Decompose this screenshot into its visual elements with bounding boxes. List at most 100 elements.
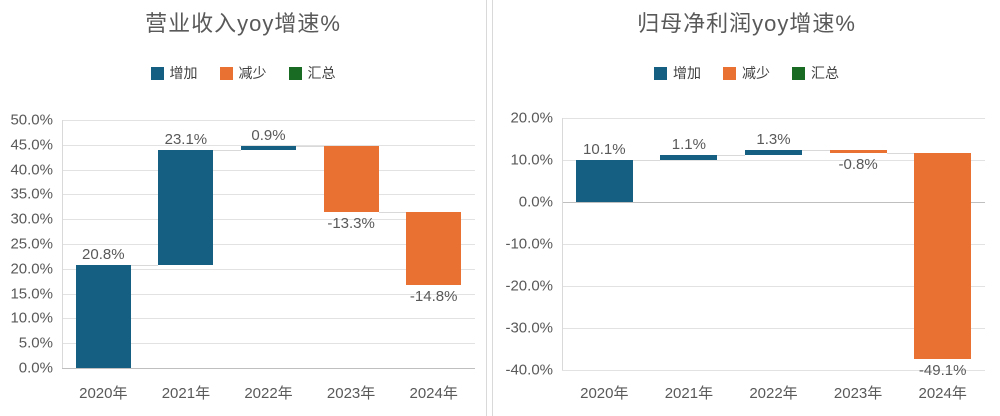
data-label-2021年: 1.1% — [671, 135, 706, 153]
legend-item-increase[interactable]: 增加 — [150, 63, 198, 83]
waterfall-bar-2024年[interactable] — [406, 211, 462, 286]
chart-netprofit-yoy: 归母净利润yoy增速% 增加 减少 汇总 10.1% 1.1% 1.3% -0.8% -… — [493, 0, 1000, 416]
x-axis-tick-label: 2024年 — [409, 385, 458, 402]
y-axis-tick-label: 5.0% — [18, 334, 53, 352]
data-label-2022年: 0.9% — [251, 126, 286, 144]
y-axis-tick-label: 0.0% — [518, 193, 553, 211]
gridline — [562, 244, 985, 245]
chart-border-divider — [486, 0, 487, 416]
gridline — [62, 293, 475, 295]
gridline — [562, 286, 985, 287]
y-axis-tick-label: 10.0% — [510, 151, 553, 169]
gridline — [62, 343, 475, 345]
y-axis-tick-label: -10.0% — [505, 235, 553, 253]
y-axis-tick-label: 25.0% — [10, 235, 53, 253]
y-axis-tick-label: 45.0% — [10, 136, 53, 154]
data-label-2020年: 10.1% — [583, 140, 626, 158]
legend-swatch-decrease-icon — [723, 66, 736, 80]
zero-axis-line — [62, 368, 475, 369]
waterfall-connector-line — [802, 149, 830, 151]
gridline — [62, 169, 475, 171]
waterfall-bar-2023年[interactable] — [323, 145, 379, 212]
gridline — [562, 328, 985, 329]
legend-label-decrease: 减少 — [238, 65, 267, 81]
waterfall-connector-line — [717, 154, 745, 156]
x-axis-tick-label: 2021年 — [664, 385, 714, 402]
legend-item-total[interactable]: 汇总 — [792, 63, 839, 83]
y-axis-tick-label: 35.0% — [10, 185, 53, 203]
waterfall-bar-2021年[interactable] — [660, 154, 718, 160]
y-axis-tick-label: -20.0% — [505, 277, 553, 295]
legend-item-total[interactable]: 汇总 — [288, 63, 336, 83]
chart-revenue-yoy: 营业收入yoy增速% 增加 减少 汇总 20.8% 23.1% 0.9% -13.3%… — [0, 0, 486, 416]
legend-label-total: 汇总 — [307, 65, 336, 81]
legend: 增加 减少 汇总 — [0, 63, 486, 83]
data-label-2024年: -49.1% — [918, 362, 967, 380]
y-axis-tick-label: 0.0% — [18, 359, 53, 377]
data-label-2020年: 20.8% — [82, 245, 125, 263]
waterfall-bar-2022年[interactable] — [745, 149, 802, 155]
waterfall-bar-2021年[interactable] — [158, 150, 214, 265]
waterfall-connector-line — [632, 159, 661, 161]
plot-area: 20.8% 23.1% 0.9% -13.3% -14.8% — [62, 120, 475, 369]
legend-item-increase[interactable]: 增加 — [654, 63, 701, 83]
gridline — [562, 160, 985, 161]
x-axis-tick-label: 2021年 — [161, 385, 211, 402]
data-label-2024年: -14.8% — [409, 288, 458, 306]
data-label-2023年: -13.3% — [327, 214, 375, 232]
legend-swatch-decrease-icon — [219, 66, 233, 80]
legend-swatch-total-icon — [792, 66, 805, 80]
gridline — [562, 118, 985, 119]
y-axis-tick-label: 30.0% — [10, 210, 53, 228]
x-axis-tick-label: 2023年 — [833, 385, 883, 402]
chart-title[interactable]: 营业收入yoy增速% — [145, 11, 341, 36]
gridline — [562, 370, 985, 371]
waterfall-connector-line — [378, 211, 407, 213]
gridline — [62, 318, 475, 320]
y-axis-tick-label: 20.0% — [510, 109, 553, 127]
x-axis-tick-label: 2020年 — [580, 385, 629, 402]
legend-label-total: 汇总 — [811, 65, 839, 81]
data-label-2021年: 23.1% — [164, 131, 208, 149]
waterfall-bar-2022年[interactable] — [241, 145, 296, 151]
y-axis-line — [562, 118, 563, 370]
legend-item-decrease[interactable]: 减少 — [219, 63, 267, 83]
waterfall-bar-2020年[interactable] — [575, 159, 633, 202]
gridline — [62, 219, 475, 221]
plot-area: 10.1% 1.1% 1.3% -0.8% -49.1% — [562, 118, 985, 379]
chart-title[interactable]: 归母净利润yoy增速% — [637, 11, 856, 36]
waterfall-bar-2023年[interactable] — [829, 149, 887, 153]
legend-swatch-total-icon — [288, 66, 302, 80]
x-axis-tick-label: 2020年 — [79, 385, 128, 402]
y-axis-tick-label: 15.0% — [10, 285, 53, 303]
legend-swatch-increase-icon — [654, 66, 667, 80]
waterfall-bar-2024年[interactable] — [914, 152, 972, 360]
waterfall-bar-2020年[interactable] — [75, 264, 131, 368]
y-axis-tick-label: 50.0% — [10, 111, 53, 129]
legend-item-decrease[interactable]: 减少 — [723, 63, 770, 83]
legend-label-decrease: 减少 — [742, 65, 770, 81]
legend: 增加 减少 汇总 — [493, 63, 1000, 83]
data-label-2022年: 1.3% — [756, 130, 791, 148]
gridline — [62, 268, 475, 270]
legend-label-increase: 增加 — [169, 65, 198, 81]
legend-swatch-increase-icon — [150, 66, 164, 80]
waterfall-connector-line — [130, 264, 159, 266]
y-axis-tick-label: -40.0% — [505, 361, 553, 379]
y-axis-line — [62, 120, 63, 368]
gridline — [62, 194, 475, 196]
x-axis-tick-label: 2022年 — [749, 385, 798, 402]
zero-axis-line — [562, 202, 985, 203]
y-axis-tick-label: 10.0% — [10, 309, 53, 327]
chart-border-divider — [492, 0, 493, 416]
gridline — [62, 120, 475, 121]
data-label-2023年: -0.8% — [838, 155, 878, 173]
gridline — [62, 244, 475, 245]
y-axis-tick-label: 40.0% — [10, 161, 53, 179]
gridline — [62, 144, 475, 146]
waterfall-connector-line — [213, 150, 241, 152]
waterfall-connector-line — [296, 145, 324, 147]
y-axis-tick-label: -30.0% — [505, 319, 553, 337]
x-axis-tick-label: 2024年 — [918, 385, 967, 402]
